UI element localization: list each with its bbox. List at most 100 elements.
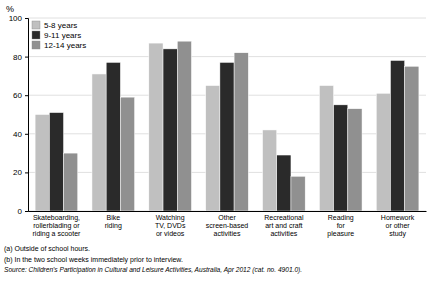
bar — [319, 86, 333, 211]
tick-label-line: Recreational — [264, 214, 304, 221]
tick: Skateboarding,rollerblading orriding a s… — [32, 214, 81, 238]
bar — [376, 93, 390, 211]
tick-label-line: study — [389, 230, 406, 238]
tick-label-line: TV, DVDs — [155, 222, 186, 229]
bar — [234, 53, 248, 211]
bar — [405, 66, 419, 211]
tick-label-line: rollerblading or — [33, 222, 80, 230]
bar — [277, 155, 291, 211]
tick-label: Otherscreen-basedactivities — [206, 214, 249, 237]
tick-label: 0 — [18, 207, 23, 216]
axis-line — [25, 19, 29, 212]
grid — [28, 18, 426, 211]
tick-label-line: pleasure — [327, 230, 354, 238]
tick-label: Skateboarding,rollerblading orriding a s… — [32, 214, 81, 238]
y-axis: 0 20 40 60 80 100 — [9, 14, 29, 216]
legend-label: 12-14 years — [44, 41, 86, 50]
bar — [220, 62, 234, 211]
bar — [35, 115, 49, 212]
tick-mark — [25, 172, 28, 173]
tick-mark — [25, 95, 28, 96]
tick-label: 40 — [13, 130, 22, 139]
legend-item: 5-8 years — [32, 21, 77, 30]
tick-label-line: Bike — [106, 214, 120, 221]
tick-label-line: riding — [105, 222, 122, 230]
tick-label: 20 — [13, 168, 22, 177]
tick-label: WatchingTV, DVDsor videos — [155, 214, 186, 237]
bar — [348, 109, 362, 211]
tick: 0 — [18, 207, 28, 216]
bar — [291, 176, 305, 211]
legend-swatch — [32, 41, 40, 49]
bar — [120, 97, 134, 211]
legend-label: 5-8 years — [44, 21, 77, 30]
bar — [49, 113, 63, 211]
tick-label-line: Skateboarding, — [33, 214, 80, 222]
x-axis: Skateboarding,rollerblading orriding a s… — [29, 212, 427, 239]
bar-series — [64, 41, 419, 211]
bar — [334, 105, 348, 211]
legend: 5-8 years9-11 years12-14 years — [32, 21, 86, 50]
tick: 20 — [13, 168, 28, 177]
bar-series — [49, 49, 404, 211]
tick: 100 — [9, 14, 28, 23]
bar — [64, 153, 78, 211]
tick-mark — [25, 57, 28, 58]
tick-label-line: for — [337, 222, 346, 229]
tick: WatchingTV, DVDsor videos — [155, 214, 186, 237]
bar — [206, 86, 220, 211]
tick: Otherscreen-basedactivities — [206, 214, 249, 237]
legend-swatch — [32, 21, 40, 29]
bar — [390, 60, 404, 211]
tick-label-line: art and craft — [265, 222, 302, 229]
tick-label-line: Reading — [328, 214, 354, 222]
tick: Homeworkor otherstudy — [381, 214, 415, 238]
tick-label-line: screen-based — [206, 222, 249, 229]
legend-item: 12-14 years — [32, 41, 86, 50]
legend-item: 9-11 years — [32, 31, 81, 40]
legend-label: 9-11 years — [44, 31, 81, 40]
tick-mark — [25, 211, 28, 212]
bar — [106, 62, 120, 211]
bar — [149, 43, 163, 211]
grid-line — [28, 18, 426, 19]
bar-series — [35, 43, 390, 211]
tick: Recreationalart and craftactivities — [264, 214, 304, 237]
annotation: (b) In the two school weeks immediately … — [4, 256, 183, 264]
tick-label: Readingforpleasure — [327, 214, 354, 238]
tick-label-line: activities — [214, 230, 241, 237]
tick-label-line: activities — [270, 230, 297, 237]
tick: 80 — [13, 53, 28, 62]
annotation: (a) Outside of school hours. — [4, 245, 90, 253]
y-axis-label: % — [6, 4, 14, 14]
bars — [35, 41, 419, 211]
chart: 0 20 40 60 80 100 Skateboarding,rollerblading … — [0, 0, 434, 283]
tick-label-line: Other — [218, 214, 236, 221]
tick-label-line: Watching — [156, 214, 185, 222]
tick-label: 60 — [13, 91, 22, 100]
tick: 40 — [13, 130, 28, 139]
tick-mark — [25, 18, 28, 19]
bar — [177, 41, 191, 211]
legend-swatch — [32, 31, 40, 39]
grid-line — [28, 56, 426, 57]
tick: 60 — [13, 91, 28, 100]
bar — [263, 130, 277, 211]
tick: Bikeriding — [105, 214, 122, 230]
tick-label: Homeworkor otherstudy — [381, 214, 415, 238]
plot-area: 0 20 40 60 80 100 Skateboarding,rollerblading … — [9, 14, 427, 238]
tick-label: Recreationalart and craftactivities — [264, 214, 304, 237]
tick-label: Bikeriding — [105, 214, 122, 230]
tick-label-line: or videos — [156, 230, 185, 237]
tick: Readingforpleasure — [327, 214, 354, 238]
axis-line — [29, 211, 427, 212]
tick-label-line: riding a scooter — [32, 230, 81, 238]
annotation: Source: Children's Participation in Cult… — [4, 266, 302, 274]
tick-label: 80 — [13, 53, 22, 62]
tick-label-line: or other — [386, 222, 411, 229]
tick-label-line: Homework — [381, 214, 415, 221]
bar — [163, 49, 177, 211]
bar — [92, 74, 106, 211]
tick-label: 100 — [9, 14, 23, 23]
tick-mark — [25, 134, 28, 135]
